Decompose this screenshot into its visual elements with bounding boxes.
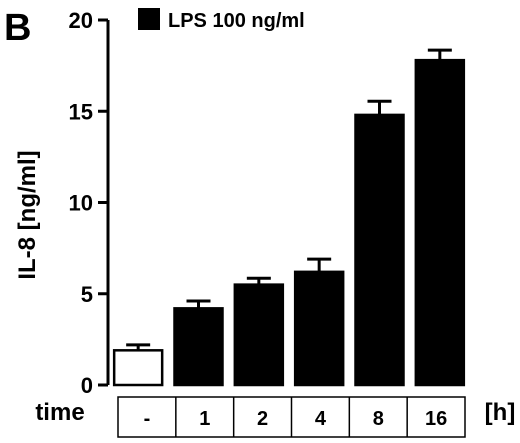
x-axis-unit: [h] [485,399,516,426]
x-category-label-2: 2 [257,408,268,430]
x-category-label-3: 4 [315,408,327,430]
x-category-label-0: - [144,408,151,430]
bar-0 [112,349,164,387]
bar-1 [173,307,224,387]
panel-label: B [4,7,31,49]
bar-4 [354,113,405,387]
axes: 0 5 10 15 20 [69,8,110,398]
x-category-label-1: 1 [199,408,210,430]
y-tick-label-3: 15 [69,99,93,124]
bars [112,48,466,387]
legend-label: LPS 100 ng/ml [168,10,305,32]
bar-5 [414,58,466,387]
x-axis-table: - 1 2 4 8 16 [117,396,466,438]
legend-swatch [138,8,160,30]
legend: LPS 100 ng/ml [138,8,305,32]
y-axis-label: IL-8 [ng/ml] [14,150,41,279]
y-tick-label-1: 5 [81,282,93,307]
bar-3 [293,270,345,387]
x-axis-label: time [35,399,84,426]
y-tick-label-2: 10 [69,191,93,216]
x-category-label-5: 16 [425,408,447,430]
y-tick-label-4: 20 [69,8,93,33]
y-tick-label-0: 0 [81,373,93,398]
bar-2 [233,283,285,387]
x-category-label-4: 8 [373,408,384,430]
